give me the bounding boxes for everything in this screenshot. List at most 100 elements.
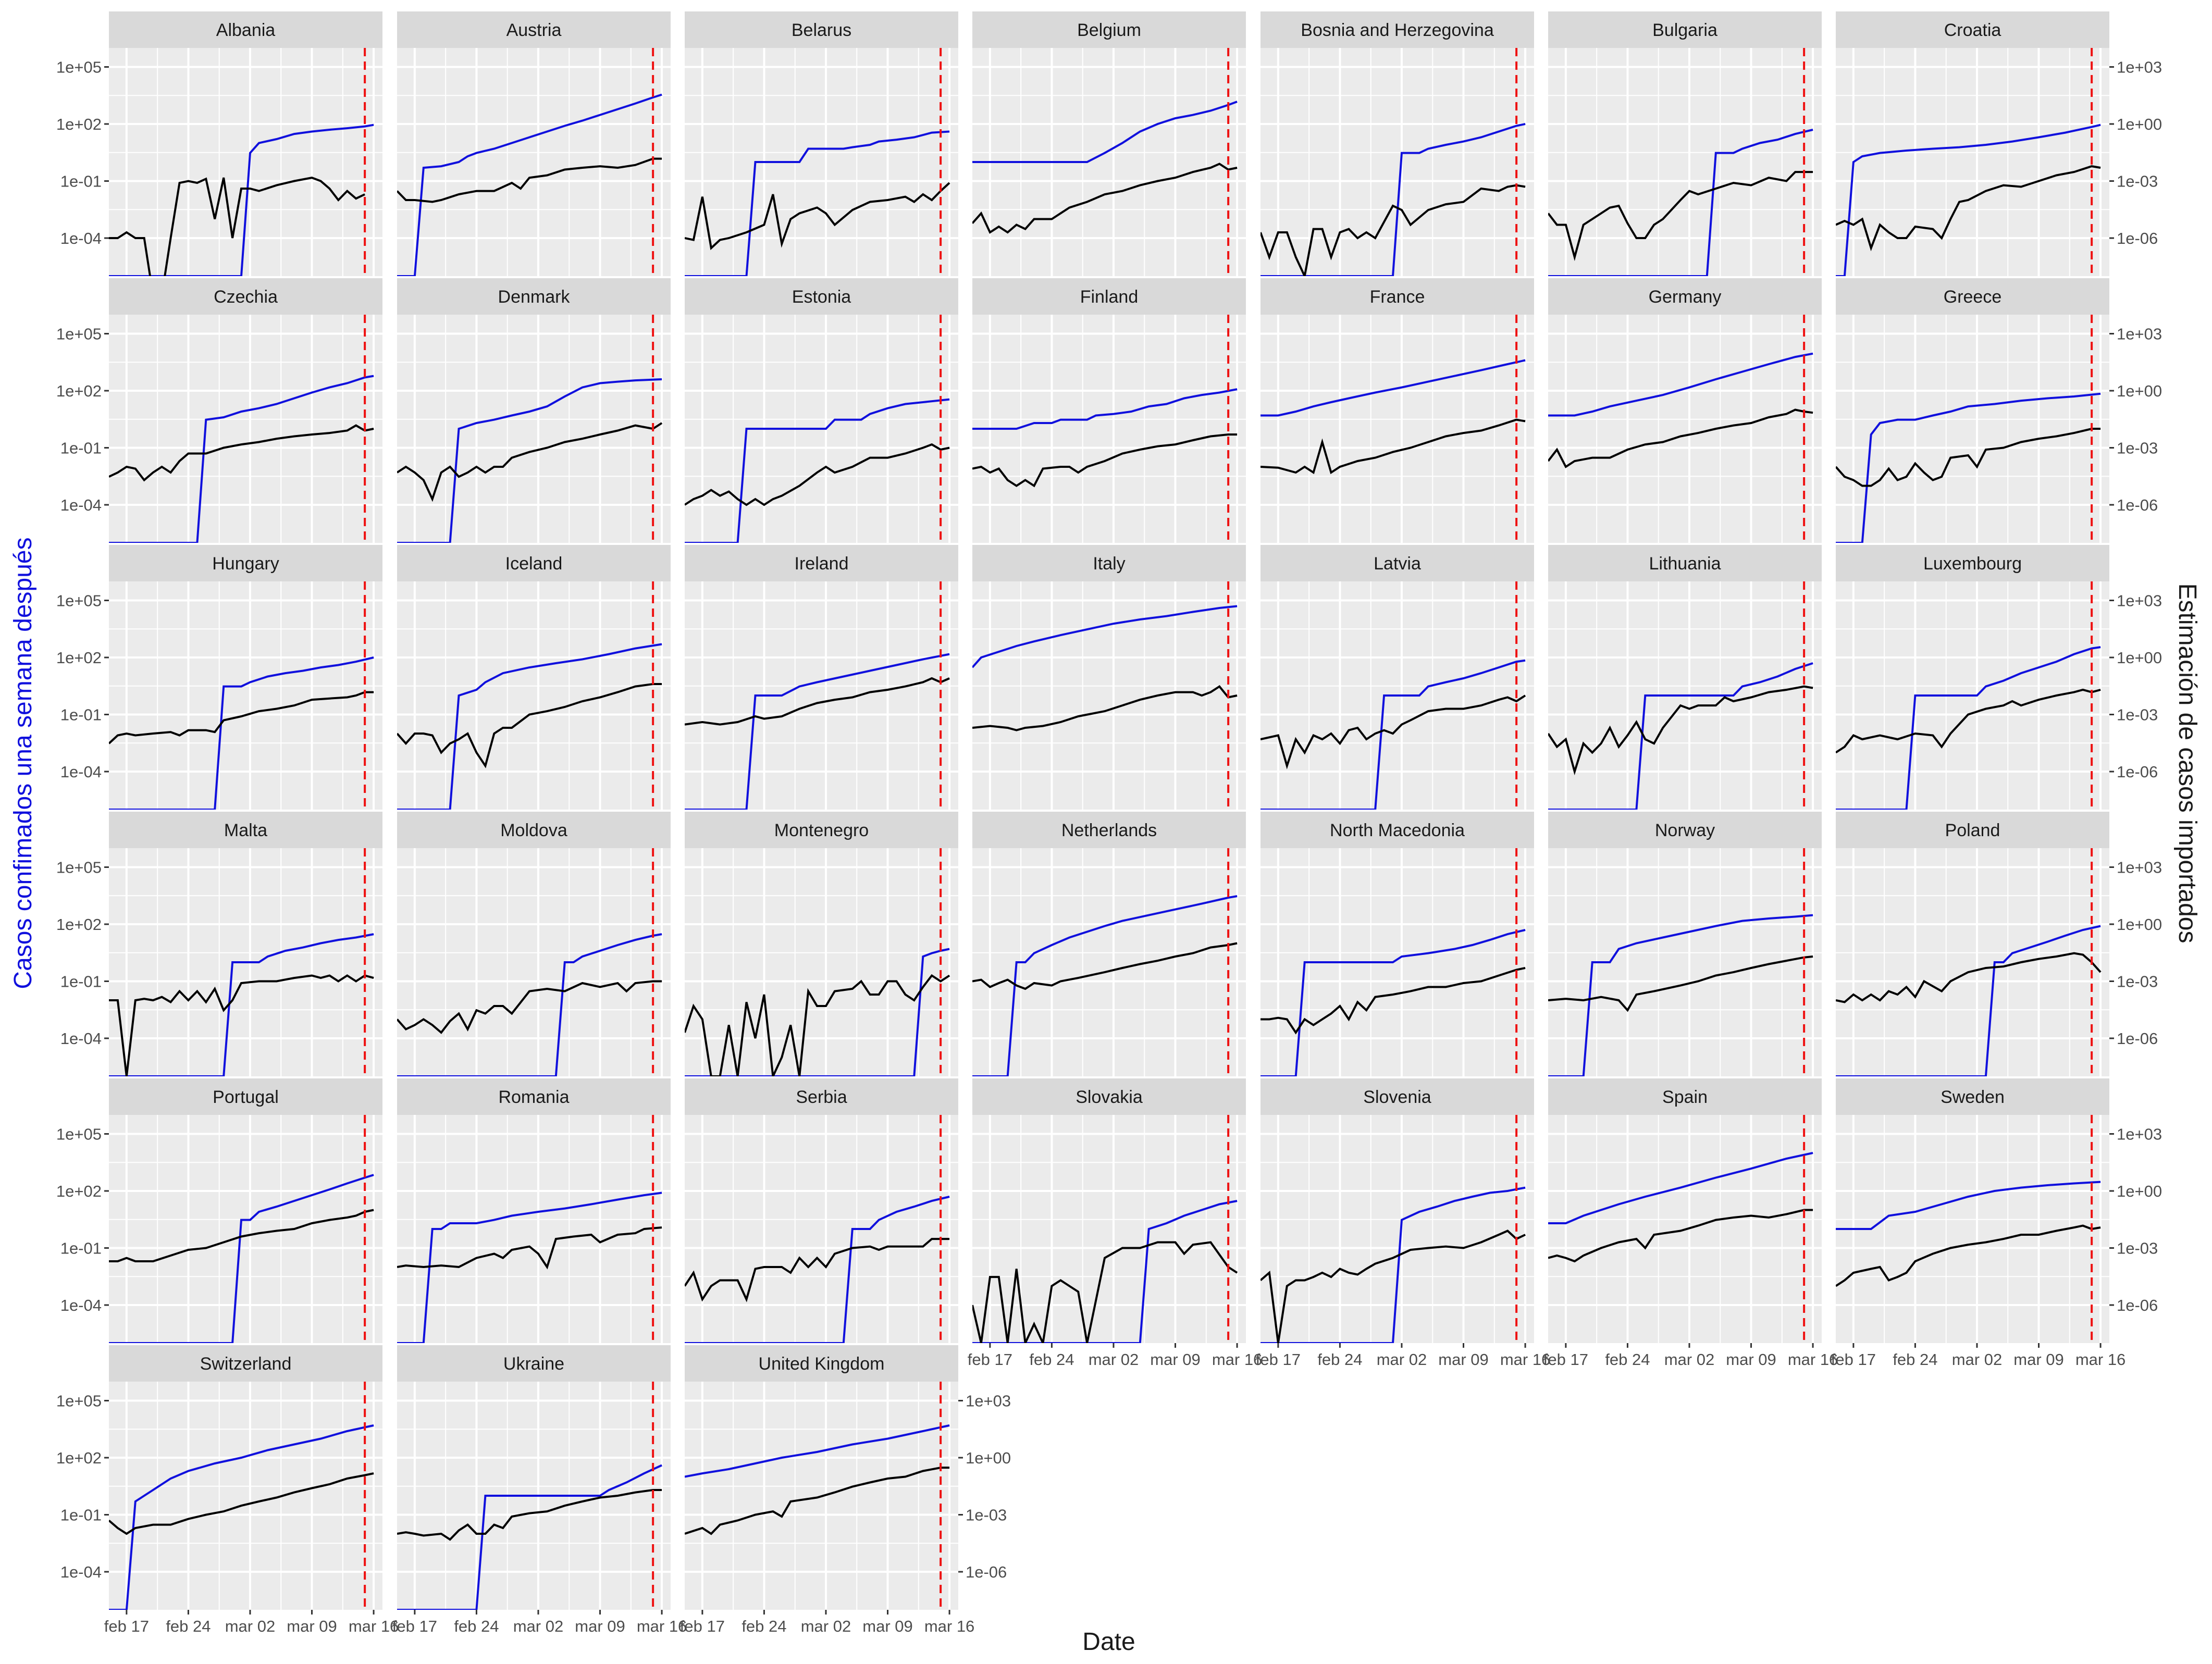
facet-title: Latvia (1374, 554, 1421, 574)
facet-slovenia: Slovenia feb 17 feb 24 mar 02 mar 09 mar 16 (1256, 1078, 1550, 1369)
panel-background (972, 848, 1246, 1076)
y-left-tick-label: 1e-01 (60, 172, 102, 191)
x-tick-label: mar 16 (1788, 1350, 1838, 1369)
facet-strip (972, 278, 1246, 315)
facet-montenegro: Montenegro (685, 812, 958, 1076)
x-tick-label: mar 02 (1089, 1350, 1139, 1369)
y-left-tick-label: 1e-04 (60, 1296, 102, 1314)
confirmed-series-line (109, 656, 374, 810)
y-left-tick-label: 1e+05 (56, 325, 102, 343)
facet-latvia: Latvia (1261, 545, 1534, 810)
imported-series-line (1261, 184, 1526, 276)
y-left-tick-label: 1e+05 (56, 1392, 102, 1410)
facet-title: Germany (1649, 287, 1722, 307)
facet-strip (397, 11, 671, 48)
facet-strip (1836, 278, 2109, 315)
panel-background (397, 848, 671, 1076)
imported-series-line (685, 182, 950, 251)
imported-series-line (1261, 1230, 1526, 1343)
y-left-tick-label: 1e+02 (56, 382, 102, 400)
y-right-tick-label: 1e-06 (2117, 1029, 2158, 1048)
confirmed-series-line (972, 388, 1238, 430)
panel-background (109, 1115, 382, 1343)
facet-title: France (1370, 287, 1425, 307)
facet-title: Montenegro (774, 821, 869, 840)
y-left-tick-label: 1e-04 (60, 229, 102, 247)
y-left-tick-label: 1e-04 (60, 496, 102, 514)
panel-background (1261, 1115, 1534, 1343)
imported-series-line (1548, 171, 1813, 262)
y-right-axis-title: Estimación de casos importados (2173, 583, 2201, 943)
facet-strip (1261, 812, 1534, 848)
facet-germany: Germany (1548, 278, 1822, 543)
facet-strip (685, 812, 958, 848)
y-left-tick-label: 1e-04 (60, 763, 102, 781)
facet-strip (397, 812, 671, 848)
confirmed-series-line (1261, 1186, 1526, 1343)
panel-background (1261, 315, 1534, 543)
panel-background (1261, 848, 1534, 1076)
y-right-tick-label: 1e-03 (2117, 973, 2158, 991)
y-left-tick-label: 1e-01 (60, 973, 102, 991)
facet-bosnia-and-herzegovina: Bosnia and Herzegovina (1261, 11, 1534, 276)
imported-series-line (1548, 685, 1813, 776)
x-tick-label: feb 17 (1831, 1350, 1876, 1369)
facet-netherlands: Netherlands (972, 812, 1246, 1076)
x-tick-label: feb 17 (968, 1350, 1012, 1369)
facet-strip (109, 1345, 382, 1382)
x-tick-label: feb 17 (680, 1617, 725, 1635)
facet-strip (1836, 812, 2109, 848)
imported-series-line (685, 1467, 950, 1535)
x-tick-label: feb 24 (454, 1617, 499, 1635)
y-right-tick-label: 1e-03 (2117, 439, 2158, 457)
facet-moldova: Moldova (397, 812, 671, 1076)
confirmed-series-line (685, 1424, 950, 1478)
facet-greece: Greece 1e-06 1e-03 1e+00 1e+03 (1836, 278, 2162, 543)
y-left-tick-label: 1e+05 (56, 1125, 102, 1144)
facet-title: Bosnia and Herzegovina (1301, 20, 1494, 40)
y-left-tick-label: 1e+02 (56, 1449, 102, 1467)
confirmed-series-line (685, 130, 950, 276)
imported-series-line (397, 1226, 662, 1270)
facet-poland: Poland 1e-06 1e-03 1e+00 1e+03 (1836, 812, 2162, 1076)
confirmed-series-line (1836, 646, 2101, 810)
facet-strip (1261, 1078, 1534, 1115)
facet-hungary: Hungary 1e-04 1e-01 1e+02 1e+05 (56, 545, 382, 810)
x-tick-label: mar 16 (924, 1617, 974, 1635)
y-right-tick-label: 1e-03 (2117, 172, 2158, 191)
imported-series-line (1548, 408, 1813, 468)
imported-series-line (397, 157, 662, 203)
imported-series-line (1261, 967, 1526, 1035)
facet-ireland: Ireland (685, 545, 958, 810)
facet-strip (1836, 1078, 2109, 1115)
facet-title: Belarus (792, 20, 851, 40)
imported-series-line (397, 1489, 662, 1541)
imported-series-line (109, 691, 374, 744)
x-tick-label: mar 16 (637, 1617, 687, 1635)
facet-title: Italy (1093, 554, 1125, 574)
x-tick-label: feb 24 (1605, 1350, 1650, 1369)
x-tick-label: mar 09 (575, 1617, 625, 1635)
x-tick-label: feb 24 (1893, 1350, 1937, 1369)
confirmed-series-line (1836, 123, 2101, 276)
facet-strip (972, 545, 1246, 581)
y-right-tick-label: 1e+00 (2117, 115, 2162, 133)
confirmed-series-line (397, 643, 662, 810)
facet-strip (397, 278, 671, 315)
imported-series-line (685, 1238, 950, 1302)
facet-title: United Kingdom (759, 1354, 885, 1374)
imported-series-line (1836, 165, 2101, 252)
imported-series-line (109, 974, 374, 1076)
facet-title: Iceland (505, 554, 563, 574)
imported-series-line (109, 1209, 374, 1262)
facet-strip (397, 1078, 671, 1115)
x-tick-label: feb 24 (1029, 1350, 1074, 1369)
facet-serbia: Serbia (685, 1078, 958, 1343)
x-tick-label: feb 17 (392, 1617, 437, 1635)
facet-title: Austria (506, 20, 562, 40)
facet-title: Sweden (1941, 1087, 2005, 1107)
facet-belarus: Belarus (685, 11, 958, 276)
imported-series-line (972, 433, 1238, 488)
facet-iceland: Iceland (397, 545, 671, 810)
y-right-tick-label: 1e+00 (2117, 1182, 2162, 1200)
